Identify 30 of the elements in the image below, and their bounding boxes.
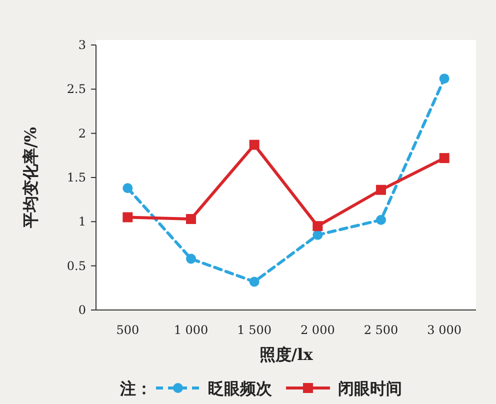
y-tick-label: 0.5 <box>66 258 86 273</box>
x-tick-label: 1 500 <box>237 323 272 337</box>
point <box>122 212 133 222</box>
y-tick-label: 0 <box>78 303 86 317</box>
y-tick-label: 2 <box>78 126 86 140</box>
point <box>376 214 386 225</box>
x-tick-label: 1 000 <box>174 323 208 337</box>
point <box>186 214 196 224</box>
legend-label: 闭眼时间 <box>338 379 402 398</box>
legend-title: 注： <box>119 379 152 398</box>
point <box>249 140 260 150</box>
x-tick-label: 2 500 <box>364 323 398 337</box>
point <box>122 183 133 194</box>
x-axis-title: 照度/lx <box>259 345 314 364</box>
legend-label: 眨眼频次 <box>208 379 273 398</box>
x-tick-label: 3 000 <box>427 323 462 337</box>
point <box>376 184 386 195</box>
point <box>439 74 450 84</box>
x-tick-label: 500 <box>116 323 140 337</box>
point <box>312 221 323 232</box>
point <box>186 254 196 264</box>
y-tick-label: 1.5 <box>66 170 86 184</box>
point <box>312 230 323 240</box>
y-tick-label: 2.5 <box>66 82 86 96</box>
y-tick-label: 1 <box>78 214 86 229</box>
point <box>249 276 260 287</box>
y-tick-label: 3 <box>78 38 86 52</box>
x-tick-label: 2 000 <box>300 323 335 337</box>
point <box>439 153 450 164</box>
y-axis-title: 平均变化率/% <box>21 126 40 230</box>
